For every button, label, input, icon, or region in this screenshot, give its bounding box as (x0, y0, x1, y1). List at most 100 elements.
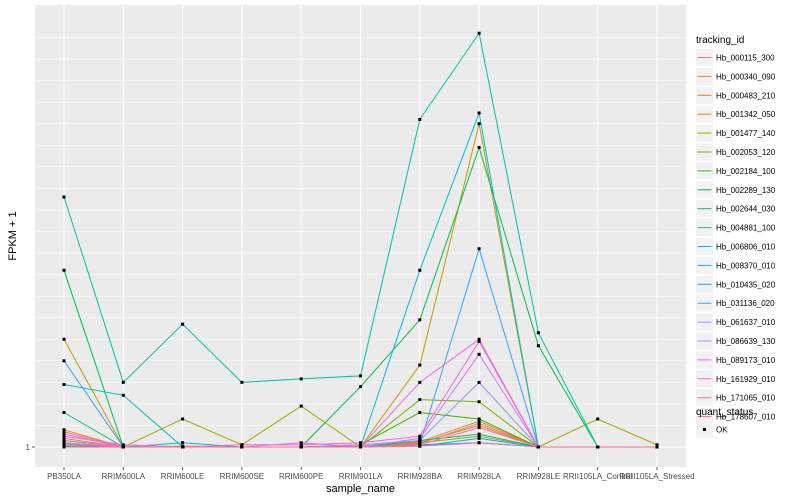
legend-label: Hb_006806_010 (716, 243, 776, 252)
point-Hb_004881_100-RRIM600LA (121, 380, 125, 384)
point-Hb_000483_210-PB350LA (62, 436, 66, 440)
data-points (62, 31, 659, 449)
legend-label: Hb_000340_090 (716, 72, 776, 81)
point-Hb_004881_100-PB350LA (62, 195, 66, 199)
point-Hb_004881_100-RRIM600LE (181, 322, 185, 326)
point-Hb_000115_300-PB350LA (62, 430, 66, 434)
legend-label: Hb_004881_100 (716, 224, 776, 233)
x-tick-label: RRIM928BA (398, 472, 443, 481)
point-Hb_001477_140-RRIM928BA (418, 441, 422, 445)
point-Hb_178607_010-RRIM600LA (121, 445, 125, 449)
point-Hb_004881_100-RRIM928BA (418, 117, 422, 121)
point-Hb_031136_020-PB350LA (62, 359, 66, 363)
point-Hb_002644_030-PB350LA (62, 411, 66, 415)
legend-tracking-id: tracking_id Hb_000115_300 Hb_000340_090 Hb… (696, 35, 776, 426)
point-Hb_089173_010-PB350LA (62, 432, 66, 436)
point-Hb_178607_010-RRIM901LA (359, 445, 362, 449)
legend-quant-status: quant_status OK (696, 407, 753, 438)
point-Hb_086639_130-RRIM928BA (418, 436, 422, 440)
point-Hb_161929_010-RRIM928BA (418, 434, 422, 438)
point-Hb_002289_130-RRIM901LA (359, 385, 362, 389)
point-Hb_002184_100-RRIM928LA (477, 417, 481, 421)
legend-label: Hb_171065_010 (716, 394, 776, 403)
point-Hb_002644_030-RRIM928LA (477, 432, 481, 436)
legend-label: Hb_010435_020 (716, 280, 776, 289)
point-Hb_178607_010-RRII105LA_Stressed (655, 445, 659, 449)
point-Hb_086639_130-PB350LA (62, 439, 66, 443)
point-Hb_089173_010-RRIM928BA (418, 380, 422, 384)
x-tick-label: RRIM600PE (279, 472, 323, 481)
point-Hb_061637_010-RRIM901LA (359, 443, 362, 447)
x-axis-title: sample_name (326, 483, 395, 495)
point-Hb_089173_010-RRIM928LA (477, 337, 481, 341)
legend-point-symbol (703, 428, 706, 431)
point-Hb_086639_130-RRIM928LA (477, 352, 481, 356)
point-Hb_001477_140-RRIM600PE (299, 404, 303, 408)
point-Hb_000483_210-RRIM928LA (477, 423, 481, 427)
point-Hb_178607_010-PB350LA (62, 445, 66, 449)
point-Hb_001477_140-RRII105LA_Control (596, 417, 600, 421)
point-Hb_002184_100-RRIM928BA (418, 411, 422, 415)
legend-label: Hb_086639_130 (716, 337, 776, 346)
legend-label: Hb_002289_130 (716, 186, 776, 195)
legend-label: Hb_061637_010 (716, 318, 776, 327)
point-Hb_004881_100-RRIM600SE (240, 380, 244, 384)
point-Hb_000115_300-RRIM928LA (477, 421, 481, 425)
x-tick-label: RRIM928LA (457, 472, 501, 481)
point-Hb_061637_010-RRIM928BA (418, 439, 422, 443)
legend-title: tracking_id (696, 35, 744, 46)
legend-label: Hb_178607_010 (716, 413, 776, 422)
point-Hb_002289_130-RRIM928LE (536, 344, 540, 348)
point-Hb_002053_120-RRIM928LA (477, 400, 481, 404)
point-Hb_000340_090-PB350LA (62, 428, 66, 432)
point-Hb_010435_020-RRIM928LA (477, 436, 481, 440)
point-Hb_000340_090-RRIM928LA (477, 419, 481, 423)
point-Hb_006806_010-RRIM928LA (477, 111, 481, 115)
legend-label: Hb_089173_010 (716, 356, 776, 365)
point-Hb_161929_010-RRIM901LA (359, 441, 362, 445)
x-tick-label: RRIM901LA (339, 472, 383, 481)
point-Hb_178607_010-RRIM928BA (418, 444, 422, 448)
y-axis: 1 (26, 443, 35, 452)
point-Hb_004881_100-RRIM901LA (359, 374, 362, 378)
point-Hb_031136_020-RRIM928LA (477, 247, 481, 251)
point-Hb_178607_010-RRIM928LA (477, 441, 481, 445)
point-Hb_089173_010-RRIM600PE (299, 441, 303, 445)
x-tick-label: RRIM928LE (517, 472, 561, 481)
point-Hb_004881_100-RRIM928LA (477, 31, 481, 35)
point-Hb_001477_140-RRIM600LE (181, 417, 185, 421)
point-Hb_001477_140-RRII105LA_Stressed (655, 443, 659, 447)
legend-label: Hb_161929_010 (716, 375, 776, 384)
legend-label: Hb_031136_020 (716, 299, 775, 308)
point-Hb_002053_120-RRIM928BA (418, 398, 422, 402)
point-Hb_002289_130-PB350LA (62, 268, 66, 272)
legend-label: Hb_002053_120 (716, 148, 776, 157)
point-Hb_178607_010-RRIM928LE (536, 445, 540, 449)
point-Hb_002289_130-RRIM928BA (418, 318, 422, 322)
legend-label: Hb_000483_210 (716, 91, 776, 100)
point-Hb_161929_010-RRIM600SE (240, 443, 244, 447)
y-axis-title: FPKM + 1 (7, 211, 19, 260)
point-Hb_178607_010-RRII105LA_Control (596, 445, 600, 449)
point-Hb_004881_100-RRIM928LE (536, 331, 540, 335)
legend-label: Hb_002184_100 (716, 167, 776, 176)
point-Hb_001342_050-PB350LA (62, 337, 66, 341)
x-axis: PB350LA RRIM600LA RRIM600LE RRIM600SE RRIM60… (47, 467, 695, 481)
point-Hb_006806_010-RRIM928BA (418, 268, 422, 272)
y-tick-label: 1 (26, 443, 31, 452)
legend-label: Hb_001342_050 (716, 110, 776, 119)
point-Hb_161929_010-RRIM928LA (477, 339, 481, 343)
point-Hb_008370_010-RRIM600LE (181, 441, 185, 445)
point-Hb_001342_050-RRIM928LA (477, 122, 481, 126)
point-Hb_171065_010-PB350LA (62, 442, 66, 446)
legend-label: Hb_002644_030 (716, 205, 776, 214)
x-tick-label: PB350LA (47, 472, 81, 481)
point-Hb_002289_130-RRIM928LA (477, 145, 481, 149)
point-Hb_006806_010-RRIM600LA (121, 393, 125, 397)
legend-title-quant-status: quant_status (696, 407, 753, 418)
point-Hb_004881_100-RRIM600PE (299, 377, 303, 381)
point-Hb_178607_010-RRIM600LE (181, 445, 185, 449)
legend-label: OK (716, 426, 728, 435)
x-tick-label: RRII105LA_Control (563, 472, 633, 481)
